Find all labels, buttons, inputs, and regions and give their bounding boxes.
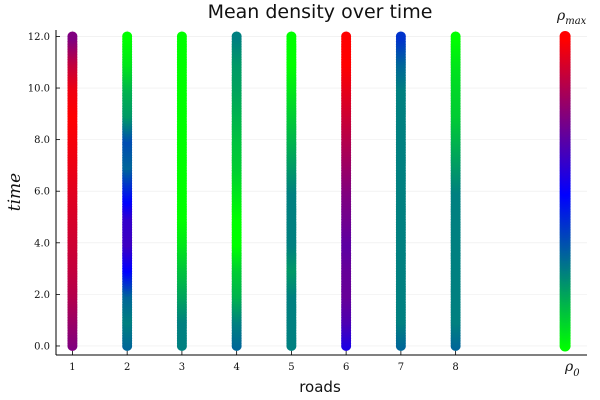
- colorbar-max-label: ρmax: [556, 8, 587, 27]
- road-4-series: [231, 31, 242, 351]
- rho-max-symbol: ρ: [556, 8, 566, 24]
- y-axis-label: time: [5, 173, 25, 211]
- x-tick-label: 4: [233, 362, 239, 373]
- grid-lines: [56, 30, 587, 355]
- data-point: [176, 31, 187, 42]
- y-tick-label: 4.0: [34, 238, 50, 249]
- colorbar-min-label: ρ0: [564, 359, 580, 379]
- y-tick-label: 12.0: [28, 32, 50, 43]
- x-tick-labels: 1 2 3 4 5 6 7 8: [69, 351, 459, 373]
- y-tick-label: 0.0: [34, 341, 50, 352]
- rho-min-symbol: ρ: [564, 359, 574, 375]
- road-7-series: [395, 31, 406, 351]
- rho-min-subscript: 0: [573, 368, 580, 379]
- axes: [55, 30, 587, 356]
- data-points: [67, 30, 571, 352]
- rho-max-subscript: max: [565, 16, 586, 27]
- colorbar: [559, 30, 571, 352]
- road-3-series: [176, 31, 187, 351]
- y-tick-label: 2.0: [34, 290, 50, 301]
- data-point: [341, 31, 352, 42]
- road-8-series: [450, 31, 461, 351]
- x-tick-label: 6: [343, 362, 349, 373]
- y-tick-label: 10.0: [28, 84, 50, 95]
- x-axis-label: roads: [299, 378, 341, 396]
- y-tick-label: 6.0: [34, 187, 50, 198]
- data-point: [122, 31, 133, 42]
- road-2-series: [122, 31, 133, 351]
- svg-text:ρmax: ρmax: [556, 8, 587, 27]
- data-point: [286, 31, 297, 42]
- data-point: [231, 31, 242, 42]
- x-tick-label: 3: [179, 362, 185, 373]
- svg-text:ρ0: ρ0: [564, 359, 580, 379]
- y-tick-labels: 0.0 2.0 4.0 6.0 8.0 10.0 12.0: [28, 32, 60, 352]
- x-tick-label: 7: [398, 362, 404, 373]
- x-tick-label: 8: [452, 362, 458, 373]
- colorbar-point: [559, 30, 571, 42]
- x-tick-label: 2: [124, 362, 130, 373]
- x-tick-label: 5: [288, 362, 294, 373]
- data-point: [67, 31, 78, 42]
- data-point: [395, 31, 406, 42]
- road-6-series: [341, 31, 352, 351]
- x-tick-label: 1: [69, 362, 75, 373]
- data-point: [450, 31, 461, 42]
- road-5-series: [286, 31, 297, 351]
- road-1-series: [67, 31, 78, 351]
- y-tick-label: 8.0: [34, 135, 50, 146]
- chart-title: Mean density over time: [208, 1, 433, 23]
